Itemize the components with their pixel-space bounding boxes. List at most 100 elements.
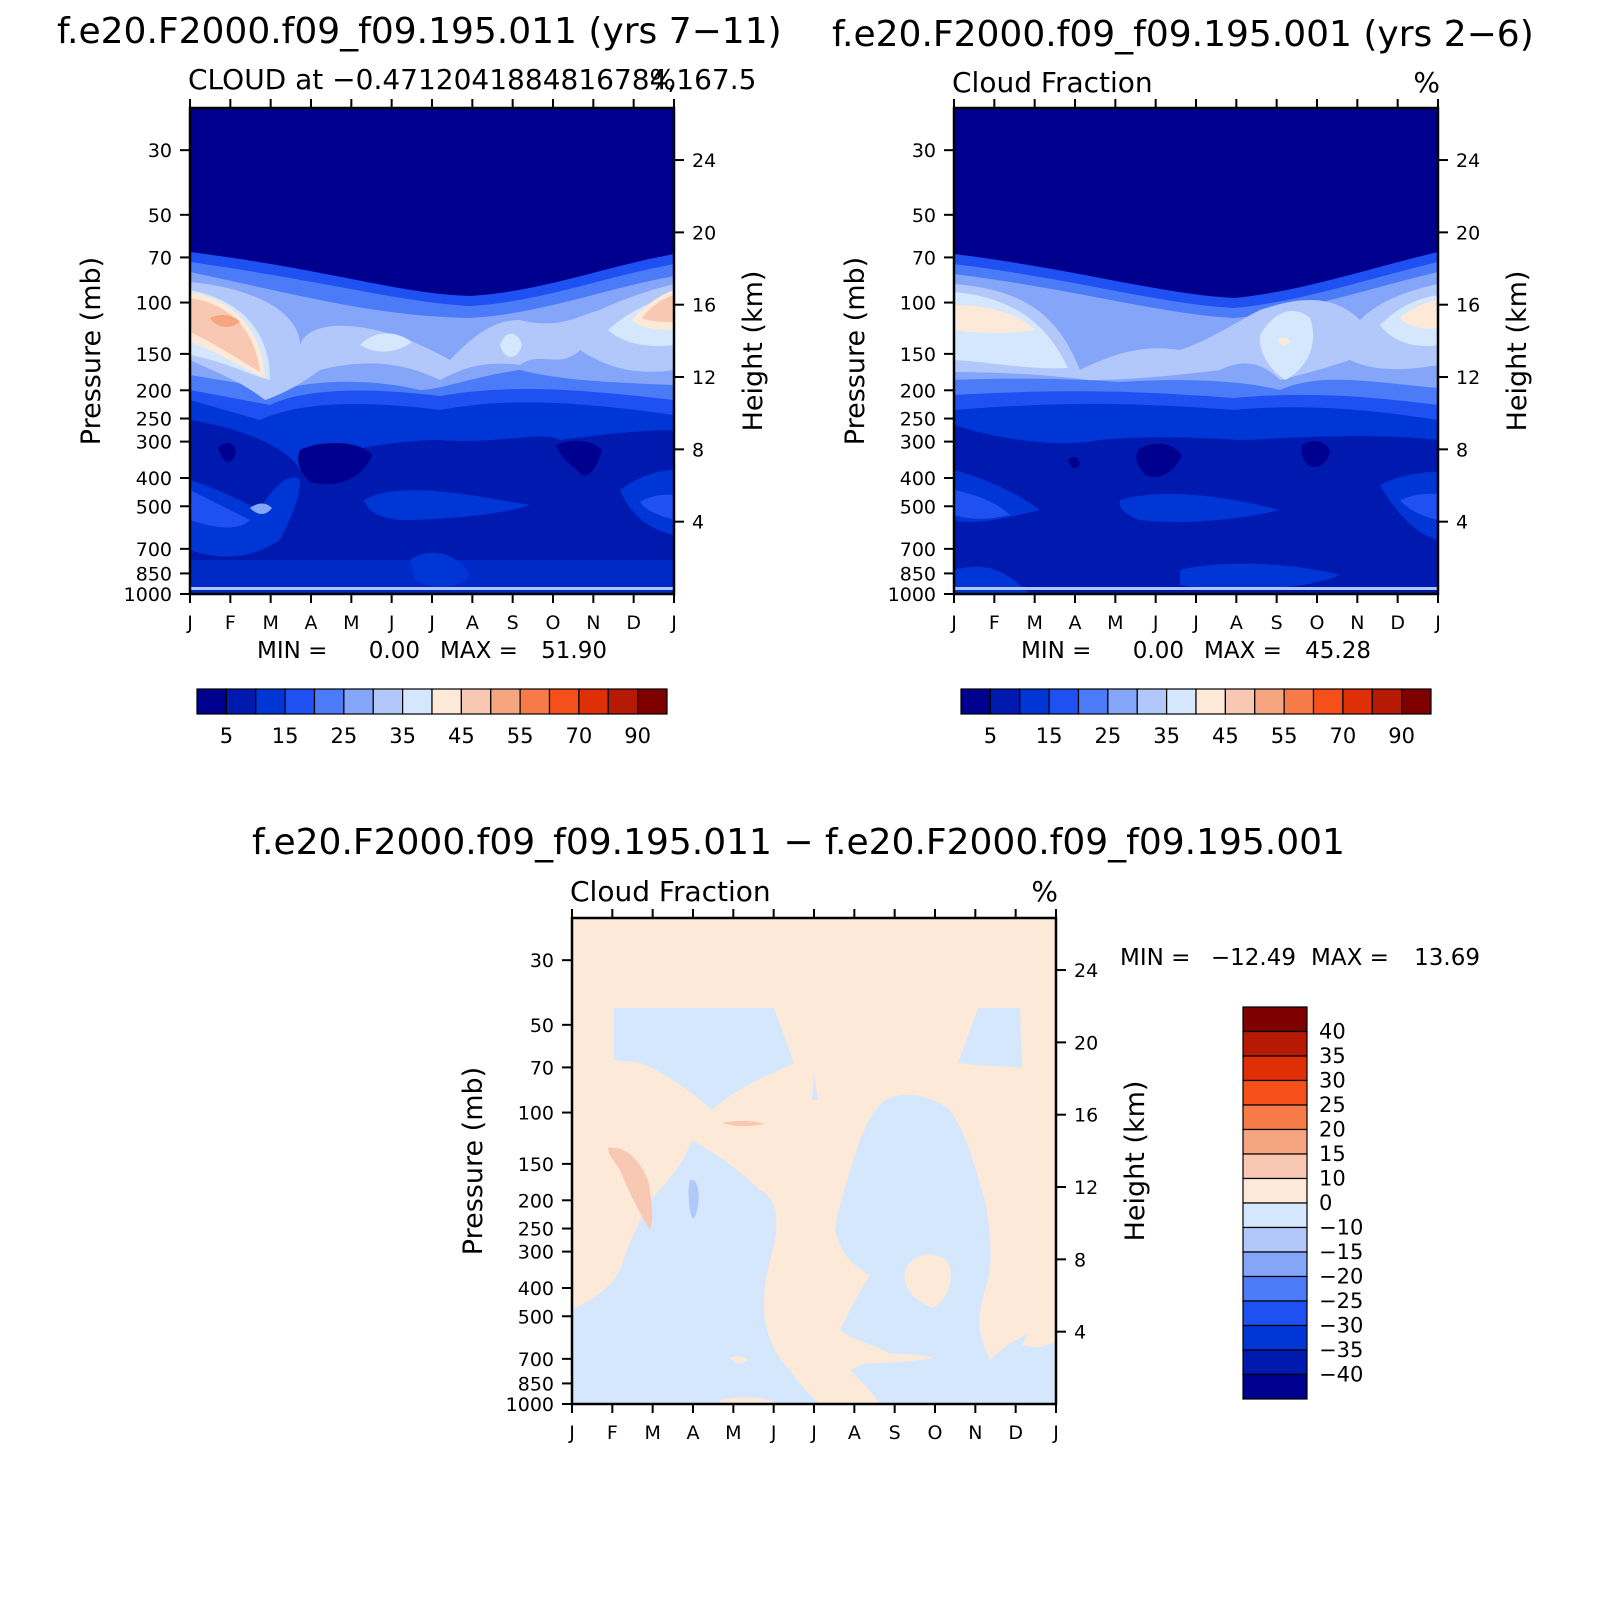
colorbar-swatch <box>225 688 257 715</box>
y-right-tick-label: 20 <box>1456 222 1480 244</box>
y-tick-label: 50 <box>148 205 172 227</box>
y-right-tick-label: 16 <box>1456 295 1480 317</box>
x-tick-label: J <box>428 612 435 634</box>
colorbar-swatch <box>1312 688 1344 715</box>
colorbar-swatch <box>637 688 668 715</box>
panel-a-ylabel: Pressure (mb) <box>76 257 107 445</box>
y-tick-label: 150 <box>136 344 172 366</box>
y-tick-label: 70 <box>148 247 172 269</box>
colorbar-swatch <box>578 688 609 715</box>
y-tick-label: 50 <box>912 205 936 227</box>
panel-a: f.e20.F2000.f09_f09.195.011 (yrs 7−11) C… <box>57 11 782 748</box>
y-tick-label: 1000 <box>124 584 172 606</box>
x-tick-label: A <box>1069 612 1082 634</box>
colorbar-swatch <box>1242 1153 1308 1180</box>
x-tick-label: M <box>1107 612 1123 634</box>
colorbar-swatch <box>1242 1104 1308 1131</box>
colorbar-swatch <box>1242 1128 1308 1155</box>
colorbar-swatch <box>402 688 433 715</box>
x-tick-label: O <box>546 612 561 634</box>
panel-b-ylabel-right: Height (km) <box>1502 271 1533 432</box>
x-tick-label: J <box>1192 612 1199 634</box>
panel-a-subtitle: CLOUD at −0.4712041884816784,167.5 <box>188 63 756 96</box>
colorbar-label: −30 <box>1319 1314 1363 1338</box>
y-right-tick-label: 20 <box>692 222 716 244</box>
x-tick-label: M <box>343 612 359 634</box>
y-tick-label: 200 <box>518 1190 554 1212</box>
y-tick-label: 30 <box>530 950 554 972</box>
colorbar-swatch <box>519 688 551 715</box>
colorbar-swatch <box>1224 688 1256 715</box>
y-tick-label: 150 <box>518 1154 554 1176</box>
x-tick-label: D <box>1390 612 1405 634</box>
colorbar-label: 40 <box>1319 1020 1346 1044</box>
x-tick-label: F <box>989 612 1000 634</box>
panel-c-max-value: 13.69 <box>1414 945 1480 971</box>
colorbar-swatch <box>431 688 462 715</box>
colorbar-swatch <box>313 688 345 715</box>
x-tick-label: O <box>928 1422 943 1444</box>
colorbar-label: 35 <box>1319 1044 1346 1068</box>
y-tick-label: 50 <box>530 1015 554 1037</box>
y-right-tick-label: 24 <box>1456 150 1480 172</box>
colorbar-swatch <box>1254 688 1285 715</box>
colorbar-swatch <box>1371 688 1403 715</box>
panel-a-title: f.e20.F2000.f09_f09.195.011 (yrs 7−11) <box>57 11 782 52</box>
x-tick-label: J <box>1434 612 1441 634</box>
x-tick-label: S <box>507 612 519 634</box>
colorbar-label: 70 <box>566 724 593 748</box>
x-tick-label: D <box>626 612 641 634</box>
y-tick-label: 300 <box>518 1242 554 1264</box>
y-right-tick-label: 20 <box>1074 1032 1098 1054</box>
x-tick-label: M <box>262 612 278 634</box>
colorbar-label: 25 <box>331 724 358 748</box>
colorbar-swatch <box>960 688 991 715</box>
colorbar-label: 25 <box>1095 724 1122 748</box>
panel-b: f.e20.F2000.f09_f09.195.001 (yrs 2−6) Cl… <box>832 14 1534 748</box>
x-tick-label: A <box>305 612 318 634</box>
panel-b-min-label: MIN = <box>1021 638 1091 664</box>
x-tick-label: J <box>670 612 677 634</box>
x-tick-label: D <box>1008 1422 1023 1444</box>
colorbar-swatch <box>607 688 639 715</box>
y-right-tick-label: 12 <box>1074 1177 1098 1199</box>
y-tick-label: 850 <box>900 563 936 585</box>
y-tick-label: 30 <box>148 140 172 162</box>
y-tick-label: 100 <box>518 1103 554 1125</box>
x-tick-label: J <box>1052 1422 1059 1444</box>
colorbar-label: 35 <box>389 724 416 748</box>
y-tick-label: 400 <box>136 468 172 490</box>
y-right-tick-label: 4 <box>1456 512 1468 534</box>
colorbar-swatch <box>1242 1006 1308 1033</box>
x-tick-label: F <box>225 612 236 634</box>
y-tick-label: 300 <box>900 432 936 454</box>
colorbar-swatch <box>1242 1349 1308 1376</box>
y-tick-label: 700 <box>136 539 172 561</box>
panel-c-subtitle: Cloud Fraction <box>570 875 771 908</box>
colorbar-label: 15 <box>1319 1142 1346 1166</box>
colorbar-swatch <box>1242 1202 1308 1229</box>
panel-c-title: f.e20.F2000.f09_f09.195.011 − f.e20.F200… <box>252 822 1345 863</box>
colorbar-swatch <box>372 688 404 715</box>
panel-c-ylabel-right: Height (km) <box>1120 1081 1151 1242</box>
y-right-tick-label: 8 <box>1456 439 1468 461</box>
y-tick-label: 250 <box>136 409 172 431</box>
colorbar-label: 30 <box>1319 1069 1346 1093</box>
colorbar-swatch <box>1242 1079 1308 1106</box>
x-tick-label: A <box>466 612 479 634</box>
x-tick-label: M <box>644 1422 660 1444</box>
y-right-tick-label: 24 <box>1074 960 1098 982</box>
colorbar-label: 15 <box>1036 724 1063 748</box>
colorbar-swatch <box>1242 1275 1308 1302</box>
y-tick-label: 250 <box>518 1219 554 1241</box>
panel-a-max-label: MAX = <box>440 638 518 664</box>
x-tick-label: J <box>770 1422 777 1444</box>
y-tick-label: 400 <box>518 1278 554 1300</box>
colorbar-swatch <box>1019 688 1050 715</box>
colorbar-swatch <box>548 688 580 715</box>
panel-a-ylabel-right: Height (km) <box>738 271 769 432</box>
colorbar-swatch <box>1136 688 1168 715</box>
